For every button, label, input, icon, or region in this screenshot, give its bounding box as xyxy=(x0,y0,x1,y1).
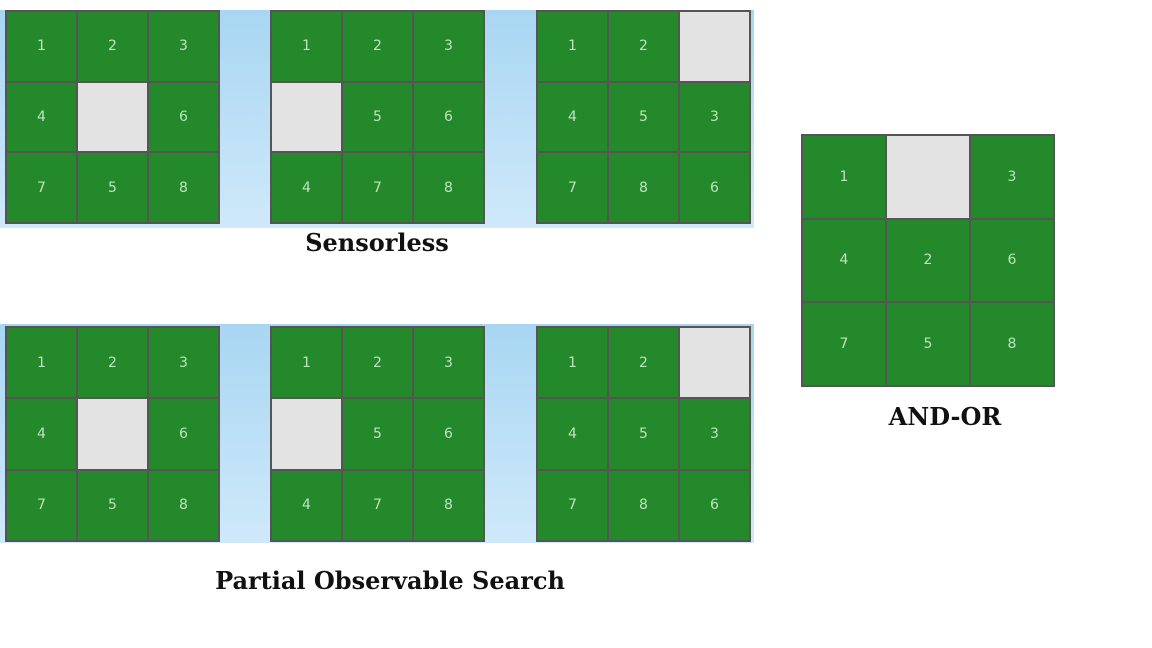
blank-tile xyxy=(887,136,969,218)
number-tile: 4 xyxy=(538,399,607,469)
blank-tile xyxy=(78,82,147,152)
number-tile: 5 xyxy=(78,470,147,540)
number-tile: 3 xyxy=(971,136,1053,218)
number-tile: 8 xyxy=(609,470,678,540)
number-tile: 7 xyxy=(7,470,76,540)
number-tile: 8 xyxy=(149,153,218,222)
blank-tile xyxy=(272,82,341,152)
number-tile: 3 xyxy=(149,328,218,398)
number-tile: 2 xyxy=(78,328,147,398)
number-tile: 7 xyxy=(538,153,607,222)
number-tile: 8 xyxy=(971,303,1053,385)
partial-observable-caption: Partial Observable Search xyxy=(215,566,565,595)
number-tile: 2 xyxy=(887,219,969,302)
number-tile: 8 xyxy=(414,470,483,540)
number-tile: 1 xyxy=(7,12,76,81)
number-tile: 5 xyxy=(78,153,147,222)
number-tile: 1 xyxy=(538,12,607,81)
number-tile: 1 xyxy=(7,328,76,398)
number-tile: 5 xyxy=(887,303,969,385)
number-tile: 5 xyxy=(609,82,678,152)
number-tile: 7 xyxy=(343,153,412,222)
sensorless-caption: Sensorless xyxy=(305,228,449,257)
number-tile: 6 xyxy=(680,153,749,222)
number-tile: 2 xyxy=(609,12,678,81)
number-tile: 1 xyxy=(272,328,341,398)
number-tile: 7 xyxy=(343,470,412,540)
number-tile: 4 xyxy=(272,470,341,540)
number-tile: 5 xyxy=(343,399,412,469)
number-tile: 6 xyxy=(414,82,483,152)
number-tile: 7 xyxy=(538,470,607,540)
number-tile: 6 xyxy=(149,82,218,152)
and-or-caption: AND-OR xyxy=(888,402,1002,431)
number-tile: 4 xyxy=(538,82,607,152)
number-tile: 4 xyxy=(7,82,76,152)
number-tile: 4 xyxy=(803,219,885,302)
number-tile: 8 xyxy=(609,153,678,222)
number-tile: 5 xyxy=(609,399,678,469)
number-tile: 1 xyxy=(272,12,341,81)
number-tile: 4 xyxy=(7,399,76,469)
number-tile: 1 xyxy=(803,136,885,218)
number-tile: 8 xyxy=(149,470,218,540)
number-tile: 3 xyxy=(414,328,483,398)
number-tile: 3 xyxy=(149,12,218,81)
number-tile: 6 xyxy=(971,219,1053,302)
number-tile: 1 xyxy=(538,328,607,398)
number-tile: 4 xyxy=(272,153,341,222)
number-tile: 6 xyxy=(149,399,218,469)
blank-tile xyxy=(78,399,147,469)
number-tile: 7 xyxy=(7,153,76,222)
number-tile: 3 xyxy=(414,12,483,81)
number-tile: 5 xyxy=(343,82,412,152)
blank-tile xyxy=(680,328,749,398)
number-tile: 2 xyxy=(78,12,147,81)
number-tile: 2 xyxy=(343,12,412,81)
number-tile: 6 xyxy=(680,470,749,540)
number-tile: 8 xyxy=(414,153,483,222)
number-tile: 2 xyxy=(609,328,678,398)
number-tile: 3 xyxy=(680,82,749,152)
number-tile: 6 xyxy=(414,399,483,469)
blank-tile xyxy=(272,399,341,469)
blank-tile xyxy=(680,12,749,81)
number-tile: 3 xyxy=(680,399,749,469)
number-tile: 2 xyxy=(343,328,412,398)
number-tile: 7 xyxy=(803,303,885,385)
